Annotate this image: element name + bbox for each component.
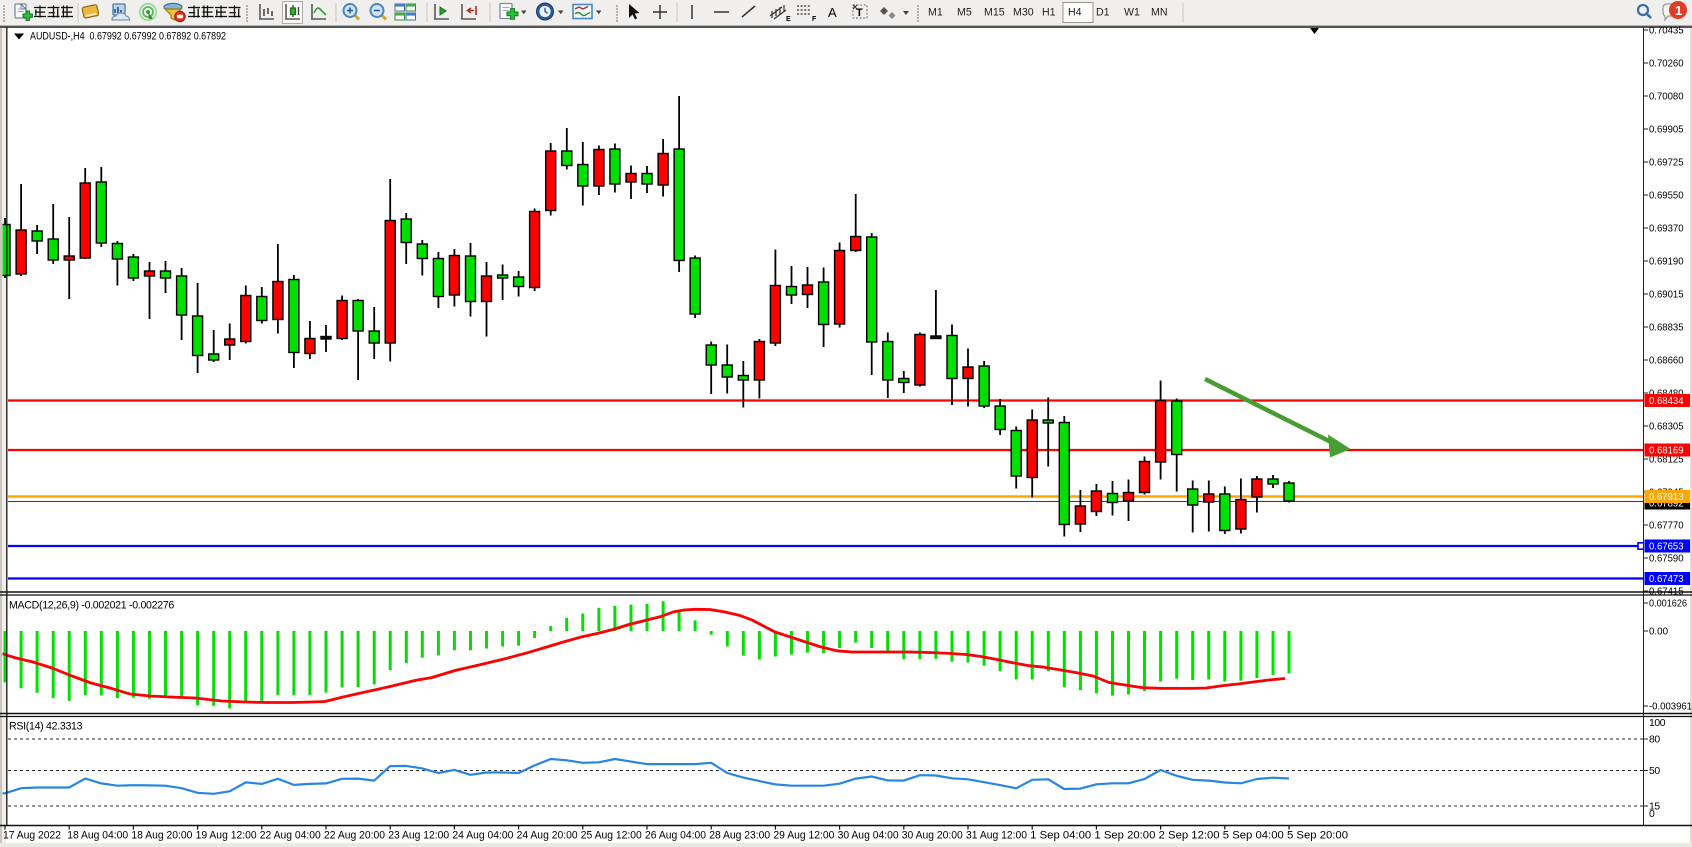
svg-text:50: 50	[1649, 766, 1660, 777]
svg-text:28 Aug 23:00: 28 Aug 23:00	[709, 830, 770, 842]
svg-text:24 Aug 04:00: 24 Aug 04:00	[452, 830, 513, 842]
svg-text:22 Aug 20:00: 22 Aug 20:00	[324, 830, 385, 842]
svg-text:26 Aug 04:00: 26 Aug 04:00	[645, 830, 706, 842]
svg-text:29 Aug 12:00: 29 Aug 12:00	[773, 830, 834, 842]
svg-text:80: 80	[1649, 735, 1660, 746]
svg-text:0.70080: 0.70080	[1649, 92, 1684, 103]
svg-text:15: 15	[1649, 802, 1660, 813]
svg-text:0.67770: 0.67770	[1649, 521, 1684, 532]
svg-text:0.68169: 0.68169	[1649, 446, 1684, 457]
svg-text:0.67913: 0.67913	[1649, 492, 1684, 503]
svg-text:0: 0	[1649, 809, 1655, 820]
svg-text:1 Sep 20:00: 1 Sep 20:00	[1094, 830, 1155, 842]
svg-text:MACD(12,26,9) -0.002021 -0.002: MACD(12,26,9) -0.002021 -0.002276	[9, 600, 174, 612]
svg-text:0.67415: 0.67415	[1649, 587, 1684, 598]
svg-text:0.69905: 0.69905	[1649, 125, 1684, 136]
svg-text:0.69550: 0.69550	[1649, 191, 1684, 202]
svg-text:22 Aug 04:00: 22 Aug 04:00	[260, 830, 321, 842]
svg-text:1 Sep 04:00: 1 Sep 04:00	[1030, 830, 1091, 842]
svg-text:M1: M1	[928, 7, 943, 19]
svg-text:0.67653: 0.67653	[1649, 542, 1684, 553]
svg-text:E: E	[786, 16, 791, 23]
svg-text:18 Aug 04:00: 18 Aug 04:00	[67, 830, 128, 842]
svg-text:5 Sep 04:00: 5 Sep 04:00	[1223, 830, 1284, 842]
svg-text:0.69190: 0.69190	[1649, 257, 1684, 268]
svg-text:AUDUSD-,H4 0.67992 0.67992 0.: AUDUSD-,H4 0.67992 0.67992 0.67892 0.678…	[30, 31, 226, 43]
svg-text:0.70260: 0.70260	[1649, 59, 1684, 70]
svg-text:H4: H4	[1068, 7, 1082, 19]
svg-text:0.67473: 0.67473	[1649, 574, 1684, 585]
svg-text:31 Aug 12:00: 31 Aug 12:00	[966, 830, 1027, 842]
svg-text:RSI(14) 42.3313: RSI(14) 42.3313	[9, 721, 83, 733]
svg-text:M5: M5	[957, 7, 972, 19]
svg-text:17 Aug 2022: 17 Aug 2022	[3, 830, 61, 842]
svg-text:24 Aug 20:00: 24 Aug 20:00	[517, 830, 578, 842]
svg-text:0.69725: 0.69725	[1649, 158, 1684, 169]
svg-text:0.69370: 0.69370	[1649, 224, 1684, 235]
svg-text:H1: H1	[1042, 7, 1056, 19]
svg-text:25 Aug 12:00: 25 Aug 12:00	[581, 830, 642, 842]
svg-text:18 Aug 20:00: 18 Aug 20:00	[131, 830, 192, 842]
svg-text:0.68305: 0.68305	[1649, 422, 1684, 433]
svg-text:W1: W1	[1124, 7, 1140, 19]
svg-text:0.68434: 0.68434	[1649, 396, 1684, 407]
svg-text:MN: MN	[1151, 7, 1167, 19]
svg-text:F: F	[812, 16, 817, 23]
svg-text:M15: M15	[984, 7, 1005, 19]
svg-text:M30: M30	[1013, 7, 1034, 19]
svg-text:0.68125: 0.68125	[1649, 455, 1684, 466]
svg-text:0.68660: 0.68660	[1649, 356, 1684, 367]
svg-text:23 Aug 12:00: 23 Aug 12:00	[388, 830, 449, 842]
svg-text:30 Aug 04:00: 30 Aug 04:00	[838, 830, 899, 842]
svg-text:0.00: 0.00	[1649, 627, 1668, 638]
svg-text:D1: D1	[1096, 7, 1110, 19]
svg-text:-0.003961: -0.003961	[1649, 702, 1692, 713]
svg-text:100: 100	[1649, 718, 1666, 729]
svg-text:0.67590: 0.67590	[1649, 554, 1684, 565]
svg-text:0.68835: 0.68835	[1649, 323, 1684, 334]
svg-text:19 Aug 12:00: 19 Aug 12:00	[196, 830, 257, 842]
svg-text:0.001626: 0.001626	[1649, 599, 1687, 610]
svg-text:5 Sep 20:00: 5 Sep 20:00	[1287, 830, 1348, 842]
svg-text:A: A	[828, 5, 837, 20]
svg-text:T: T	[856, 7, 863, 19]
svg-text:0.67892: 0.67892	[1649, 499, 1684, 510]
svg-text:30 Aug 20:00: 30 Aug 20:00	[902, 830, 963, 842]
svg-text:0.70435: 0.70435	[1649, 26, 1684, 37]
svg-text:2 Sep 12:00: 2 Sep 12:00	[1159, 830, 1220, 842]
svg-text:0.69015: 0.69015	[1649, 290, 1684, 301]
svg-text:1: 1	[1675, 3, 1682, 18]
